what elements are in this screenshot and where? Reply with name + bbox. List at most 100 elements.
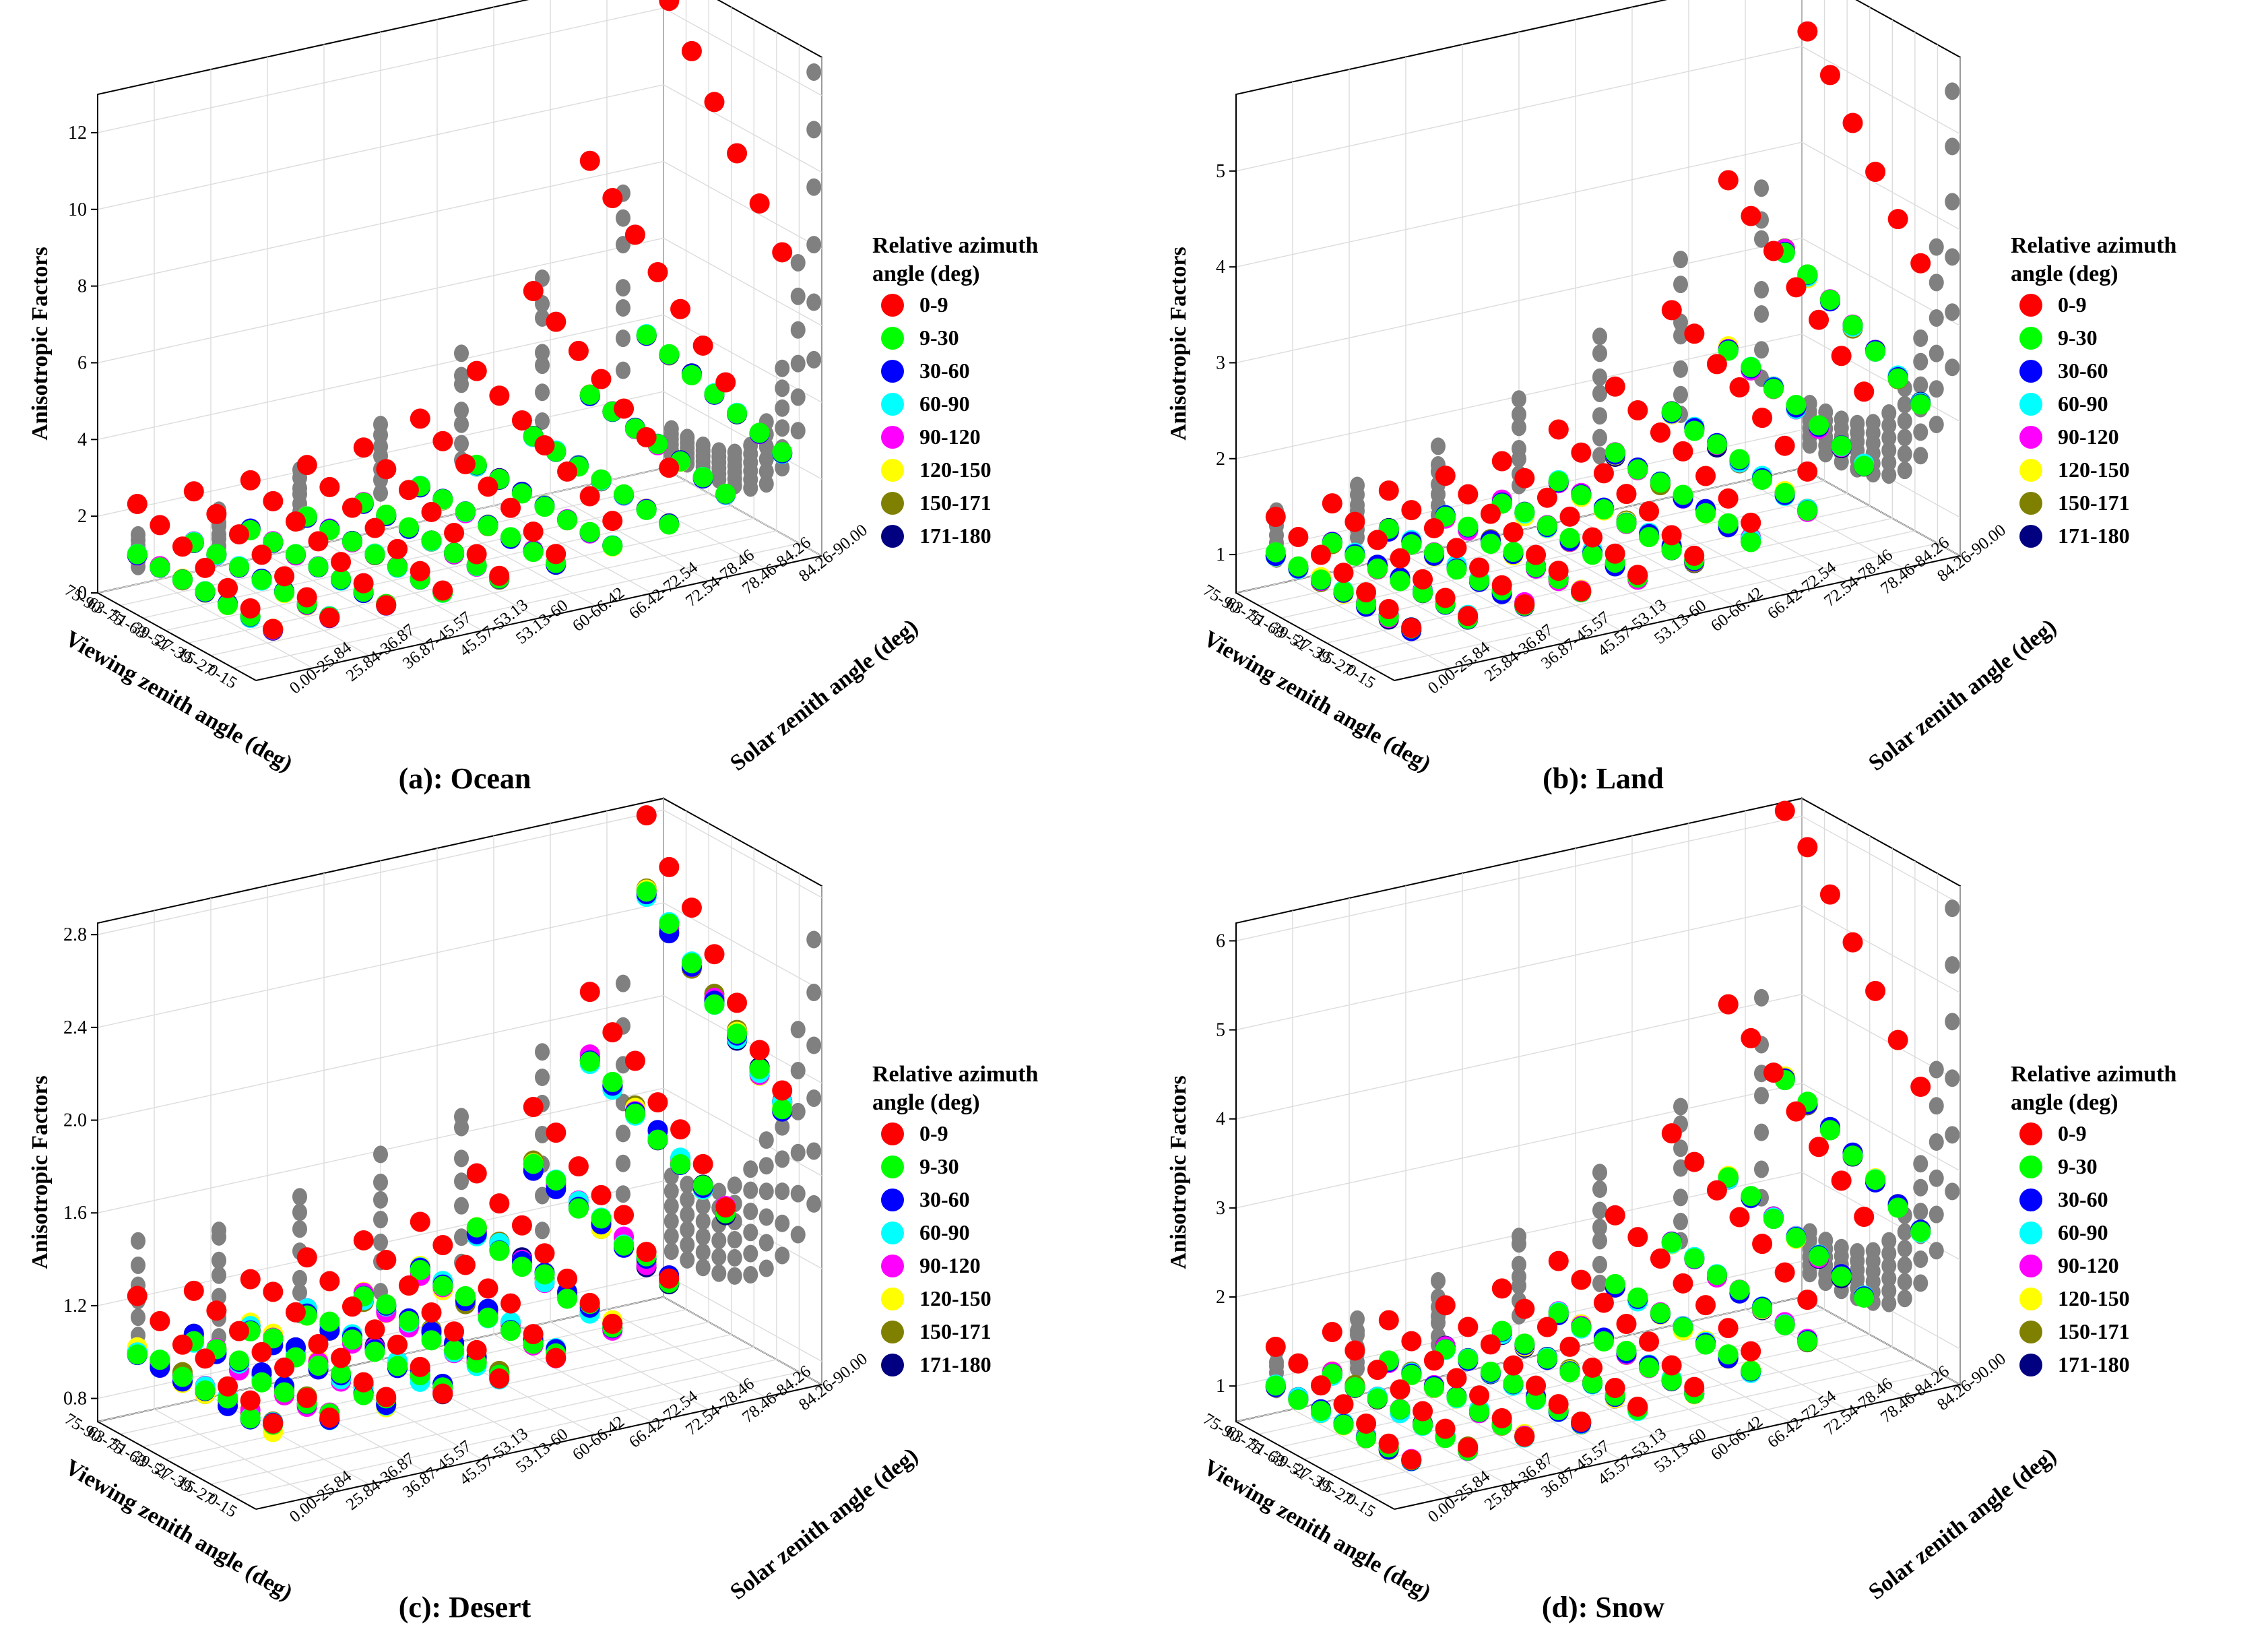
data-point [1718,1318,1739,1339]
data-point [1288,556,1309,577]
projection-point-vza [1673,1213,1688,1231]
data-point [1797,461,1818,482]
legend-title-line: angle (deg) [872,261,980,286]
data-point [749,193,770,214]
data-point [331,1348,352,1368]
data-point [534,435,555,455]
data-point [1650,472,1671,493]
z-tick-label: 8 [77,276,87,297]
data-point [727,992,748,1013]
data-point [1741,1027,1761,1048]
data-point [636,324,657,345]
projection-point-sza [743,1160,758,1178]
floor-gridline [1801,468,1961,557]
data-point [432,580,453,601]
floor-gridline [1575,517,1735,606]
data-point [376,504,397,525]
projection-point-vza [1512,390,1526,408]
projection-point-sza [1945,248,1960,266]
projection-point-vza [1512,406,1526,424]
data-point [772,242,793,263]
projection-point-vza [212,1222,226,1240]
data-point [1367,1388,1388,1409]
data-point [1446,538,1467,559]
projection-point-sza [775,379,790,398]
projection-point-vza [616,329,630,348]
projection-point-vza [616,279,630,297]
legend-title-line: angle (deg) [872,1090,980,1115]
z-tick-label: 6 [77,352,87,373]
projection-point-sza [1913,376,1929,394]
data-point [1288,1353,1309,1374]
data-point [602,536,623,557]
projection-point-sza [806,121,822,139]
data-point [1842,113,1863,133]
floor-gridline [550,1321,709,1410]
data-point [647,262,668,283]
legend-label: 9-30 [2058,325,2098,350]
legend-marker [881,1155,904,1178]
data-point [1752,1234,1773,1255]
data-point [240,1269,261,1290]
projection-point-vza [1673,251,1688,269]
projection-point-vza [1673,327,1688,345]
data-point [1673,484,1693,505]
projection-point-sza [775,459,790,477]
legend-label: 120-150 [919,457,992,482]
data-point [557,1288,578,1309]
data-point [1593,499,1614,520]
projection-point-sza [758,450,774,468]
legend-marker [881,1354,904,1376]
projection-point-vza [131,1308,145,1327]
data-point [410,1211,430,1232]
data-point [727,403,748,424]
projection-point-sza [663,1242,679,1261]
projection-point-vza [1754,341,1769,359]
projection-point-sza [1865,1242,1881,1260]
sza-tick-label: 0.00-25.84 [286,638,355,697]
projection-point-sza [1897,445,1912,463]
data-point [602,187,623,208]
data-point [557,510,578,531]
projection-point-sza [1881,429,1897,447]
data-point [1469,557,1490,578]
projection-point-vza [1592,407,1607,425]
data-point [127,1286,148,1306]
projection-point-sza [727,443,742,462]
legend-marker [881,1255,904,1277]
data-point [342,1329,362,1350]
legend-marker [881,1222,904,1244]
data-point [421,530,442,551]
data-point [692,467,713,488]
data-point [296,587,317,608]
data-point [1774,800,1795,821]
vza-axis-line [1235,1421,1395,1510]
data-point [1491,1407,1512,1428]
data-point [1265,542,1286,563]
data-point [1423,1377,1444,1398]
data-point [1344,545,1365,566]
projection-point-sza [790,1143,806,1162]
projection-point-sza [790,1061,806,1079]
projection-point-sza [695,436,711,454]
sza-tick-label: 0.00-25.84 [1425,638,1493,697]
data-point [1288,527,1309,548]
data-point [466,360,487,381]
floor-gridline [1462,542,1621,631]
floor-gridline [210,567,370,656]
z-tick-label: 2 [1216,449,1225,470]
projection-point-sza [743,1244,758,1263]
data-point [1446,1387,1467,1407]
floor-gridline [1631,1333,1791,1423]
data-point [636,881,657,902]
projection-point-sza [775,1182,790,1201]
legend-label: 120-150 [919,1286,992,1310]
legend-marker [881,360,904,383]
projection-point-vza [1592,1164,1607,1182]
data-point [1401,534,1422,554]
z-tick-label: 1 [1216,544,1225,565]
projection-point-vza [1592,1218,1607,1236]
data-point [1413,1415,1433,1436]
data-point [602,511,623,532]
